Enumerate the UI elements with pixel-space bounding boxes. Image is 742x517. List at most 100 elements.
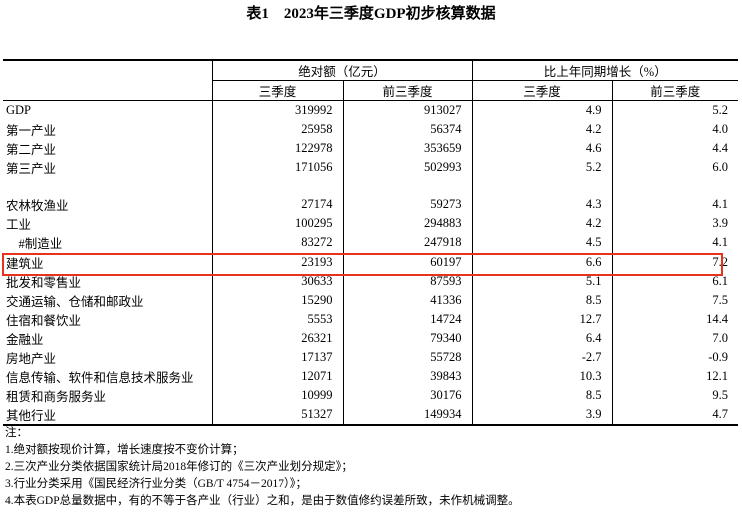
notes: 注： 1.绝对额按现价计算，增长速度按不变价计算； 2.三次产业分类依据国家统计…	[5, 425, 520, 510]
table-row: 信息传输、软件和信息技术服务业 12071 39843 10.3 12.1	[3, 367, 738, 387]
row-label: GDP	[6, 102, 32, 117]
table-row: 住宿和餐饮业 5553 14724 12.7 14.4	[3, 310, 738, 330]
value-q1-3-growth: 3.9	[611, 214, 738, 234]
row-label: 农林牧渔业	[6, 199, 69, 214]
value-q1-3-growth: 4.1	[611, 233, 738, 253]
table-row: #制造业 83272 247918 4.5 4.1	[3, 233, 738, 253]
row-label: 信息传输、软件和信息技术服务业	[6, 371, 194, 386]
table-row: 第三产业 171056 502993 5.2 6.0	[3, 157, 738, 177]
table-row: 农林牧渔业 27174 59273 4.3 4.1	[3, 195, 738, 215]
value-q3-abs: 10999	[211, 386, 343, 406]
value-q3-growth: 4.5	[471, 233, 612, 253]
header-q1-3-abs: 前三季度	[342, 80, 472, 101]
table-title: 表1 2023年三季度GDP初步核算数据	[246, 6, 496, 22]
table-row: 房地产业 17137 55728 -2.7 -0.9	[3, 348, 738, 368]
value-q1-3-abs: 87593	[342, 272, 472, 292]
value-q1-3-growth: 9.5	[611, 386, 738, 406]
row-label: 第一产业	[6, 123, 57, 138]
value-q1-3-abs: 56374	[342, 119, 472, 139]
note-heading: 注：	[5, 427, 28, 439]
value-q3-growth: 4.3	[471, 195, 612, 215]
gdp-table: 绝对额（亿元） 比上年同期增长（%） 三季度 前三季度 三季度 前三季度 GDP…	[3, 59, 738, 427]
row-label: 工业	[6, 218, 32, 233]
value-q3-abs: 23193	[211, 252, 343, 273]
value-q3-abs: 122978	[211, 138, 343, 158]
value-q1-3-growth: 5.2	[611, 100, 738, 120]
value-q3-growth: -2.7	[471, 348, 612, 368]
value-q3-abs: 5553	[211, 310, 343, 330]
row-label	[3, 177, 212, 196]
row-label: 其他行业	[6, 409, 57, 424]
table-row: 金融业 26321 79340 6.4 7.0	[3, 329, 738, 349]
value-q1-3-abs: 913027	[342, 100, 472, 120]
value-q1-3-growth: 14.4	[611, 310, 738, 330]
value-q1-3-growth: 12.1	[611, 367, 738, 387]
note-3: 3.行业分类采用《国民经济行业分类（GB/T 4754－2017）》；	[5, 478, 307, 490]
value-q1-3-growth: 7.5	[611, 291, 738, 311]
value-q3-abs: 27174	[211, 195, 343, 215]
value-q3-growth: 4.2	[471, 214, 612, 234]
value-q1-3-growth: 6.1	[611, 272, 738, 292]
table-row	[3, 176, 738, 196]
row-label: 第三产业	[6, 161, 57, 176]
value-q3-abs: 100295	[211, 214, 343, 234]
table-row: 交通运输、仓储和邮政业 15290 41336 8.5 7.5	[3, 291, 738, 311]
table-row: 第一产业 25958 56374 4.2 4.0	[3, 119, 738, 139]
value-q3-growth: 8.5	[471, 291, 612, 311]
row-label: 建筑业	[6, 256, 44, 271]
value-q3-abs: 83272	[211, 233, 343, 253]
value-q1-3-abs: 59273	[342, 195, 472, 215]
table-row: GDP 319992 913027 4.9 5.2	[3, 100, 738, 120]
value-q1-3-abs: 247918	[342, 233, 472, 253]
value-q1-3-growth: 7.0	[611, 329, 738, 349]
value-q1-3-growth: 4.7	[611, 405, 738, 426]
value-q1-3-abs: 55728	[342, 348, 472, 368]
value-q1-3-growth: 4.0	[611, 119, 738, 139]
header-q1-3-growth: 前三季度	[611, 80, 738, 101]
value-q3-growth: 10.3	[471, 367, 612, 387]
value-q3-growth: 4.2	[471, 119, 612, 139]
row-label: 租赁和商务服务业	[6, 390, 107, 405]
value-q3-abs: 25958	[211, 119, 343, 139]
value-q3-growth: 12.7	[471, 310, 612, 330]
row-label: 房地产业	[6, 352, 57, 367]
row-label: #制造业	[6, 237, 63, 252]
value-q3-growth: 4.6	[471, 138, 612, 158]
value-q3-growth: 6.6	[471, 252, 612, 273]
note-1: 1.绝对额按现价计算，增长速度按不变价计算；	[5, 444, 244, 456]
value-q1-3-abs	[342, 176, 472, 196]
header-growth: 比上年同期增长（%）	[471, 60, 738, 81]
table-row: 建筑业 23193 60197 6.6 7.2	[3, 252, 738, 273]
value-q1-3-abs: 294883	[342, 214, 472, 234]
value-q1-3-growth: -0.9	[611, 348, 738, 368]
value-q3-abs: 17137	[211, 348, 343, 368]
value-q1-3-abs: 353659	[342, 138, 472, 158]
value-q3-growth	[471, 176, 612, 196]
row-label: 交通运输、仓储和邮政业	[6, 295, 144, 310]
header-q3-growth: 三季度	[471, 80, 612, 101]
table-row: 批发和零售业 30633 87593 5.1 6.1	[3, 272, 738, 292]
value-q3-abs	[211, 176, 343, 196]
header-absolute: 绝对额（亿元）	[211, 60, 472, 81]
value-q3-growth: 8.5	[471, 386, 612, 406]
row-label: 第二产业	[6, 142, 57, 157]
note-4: 4.本表GDP总量数据中，有的不等于各产业（行业）之和，是由于数值修约误差所致，…	[5, 495, 520, 507]
table-row: 其他行业 51327 149934 3.9 4.7	[3, 405, 738, 426]
value-q1-3-abs: 30176	[342, 386, 472, 406]
header-q3-abs: 三季度	[211, 80, 343, 101]
value-q1-3-abs: 502993	[342, 157, 472, 177]
row-label: 金融业	[6, 333, 44, 348]
value-q1-3-growth: 7.2	[611, 252, 738, 273]
table-row: 第二产业 122978 353659 4.6 4.4	[3, 138, 738, 158]
table-row: 工业 100295 294883 4.2 3.9	[3, 214, 738, 234]
value-q3-abs: 319992	[211, 100, 343, 120]
value-q3-abs: 51327	[211, 405, 343, 426]
value-q1-3-growth	[611, 176, 738, 196]
row-label: 住宿和餐饮业	[6, 314, 82, 329]
header-blank	[3, 60, 212, 101]
value-q1-3-abs: 149934	[342, 405, 472, 426]
value-q1-3-abs: 60197	[342, 252, 472, 273]
row-label: 批发和零售业	[6, 276, 82, 291]
value-q3-growth: 5.1	[471, 272, 612, 292]
value-q3-abs: 15290	[211, 291, 343, 311]
